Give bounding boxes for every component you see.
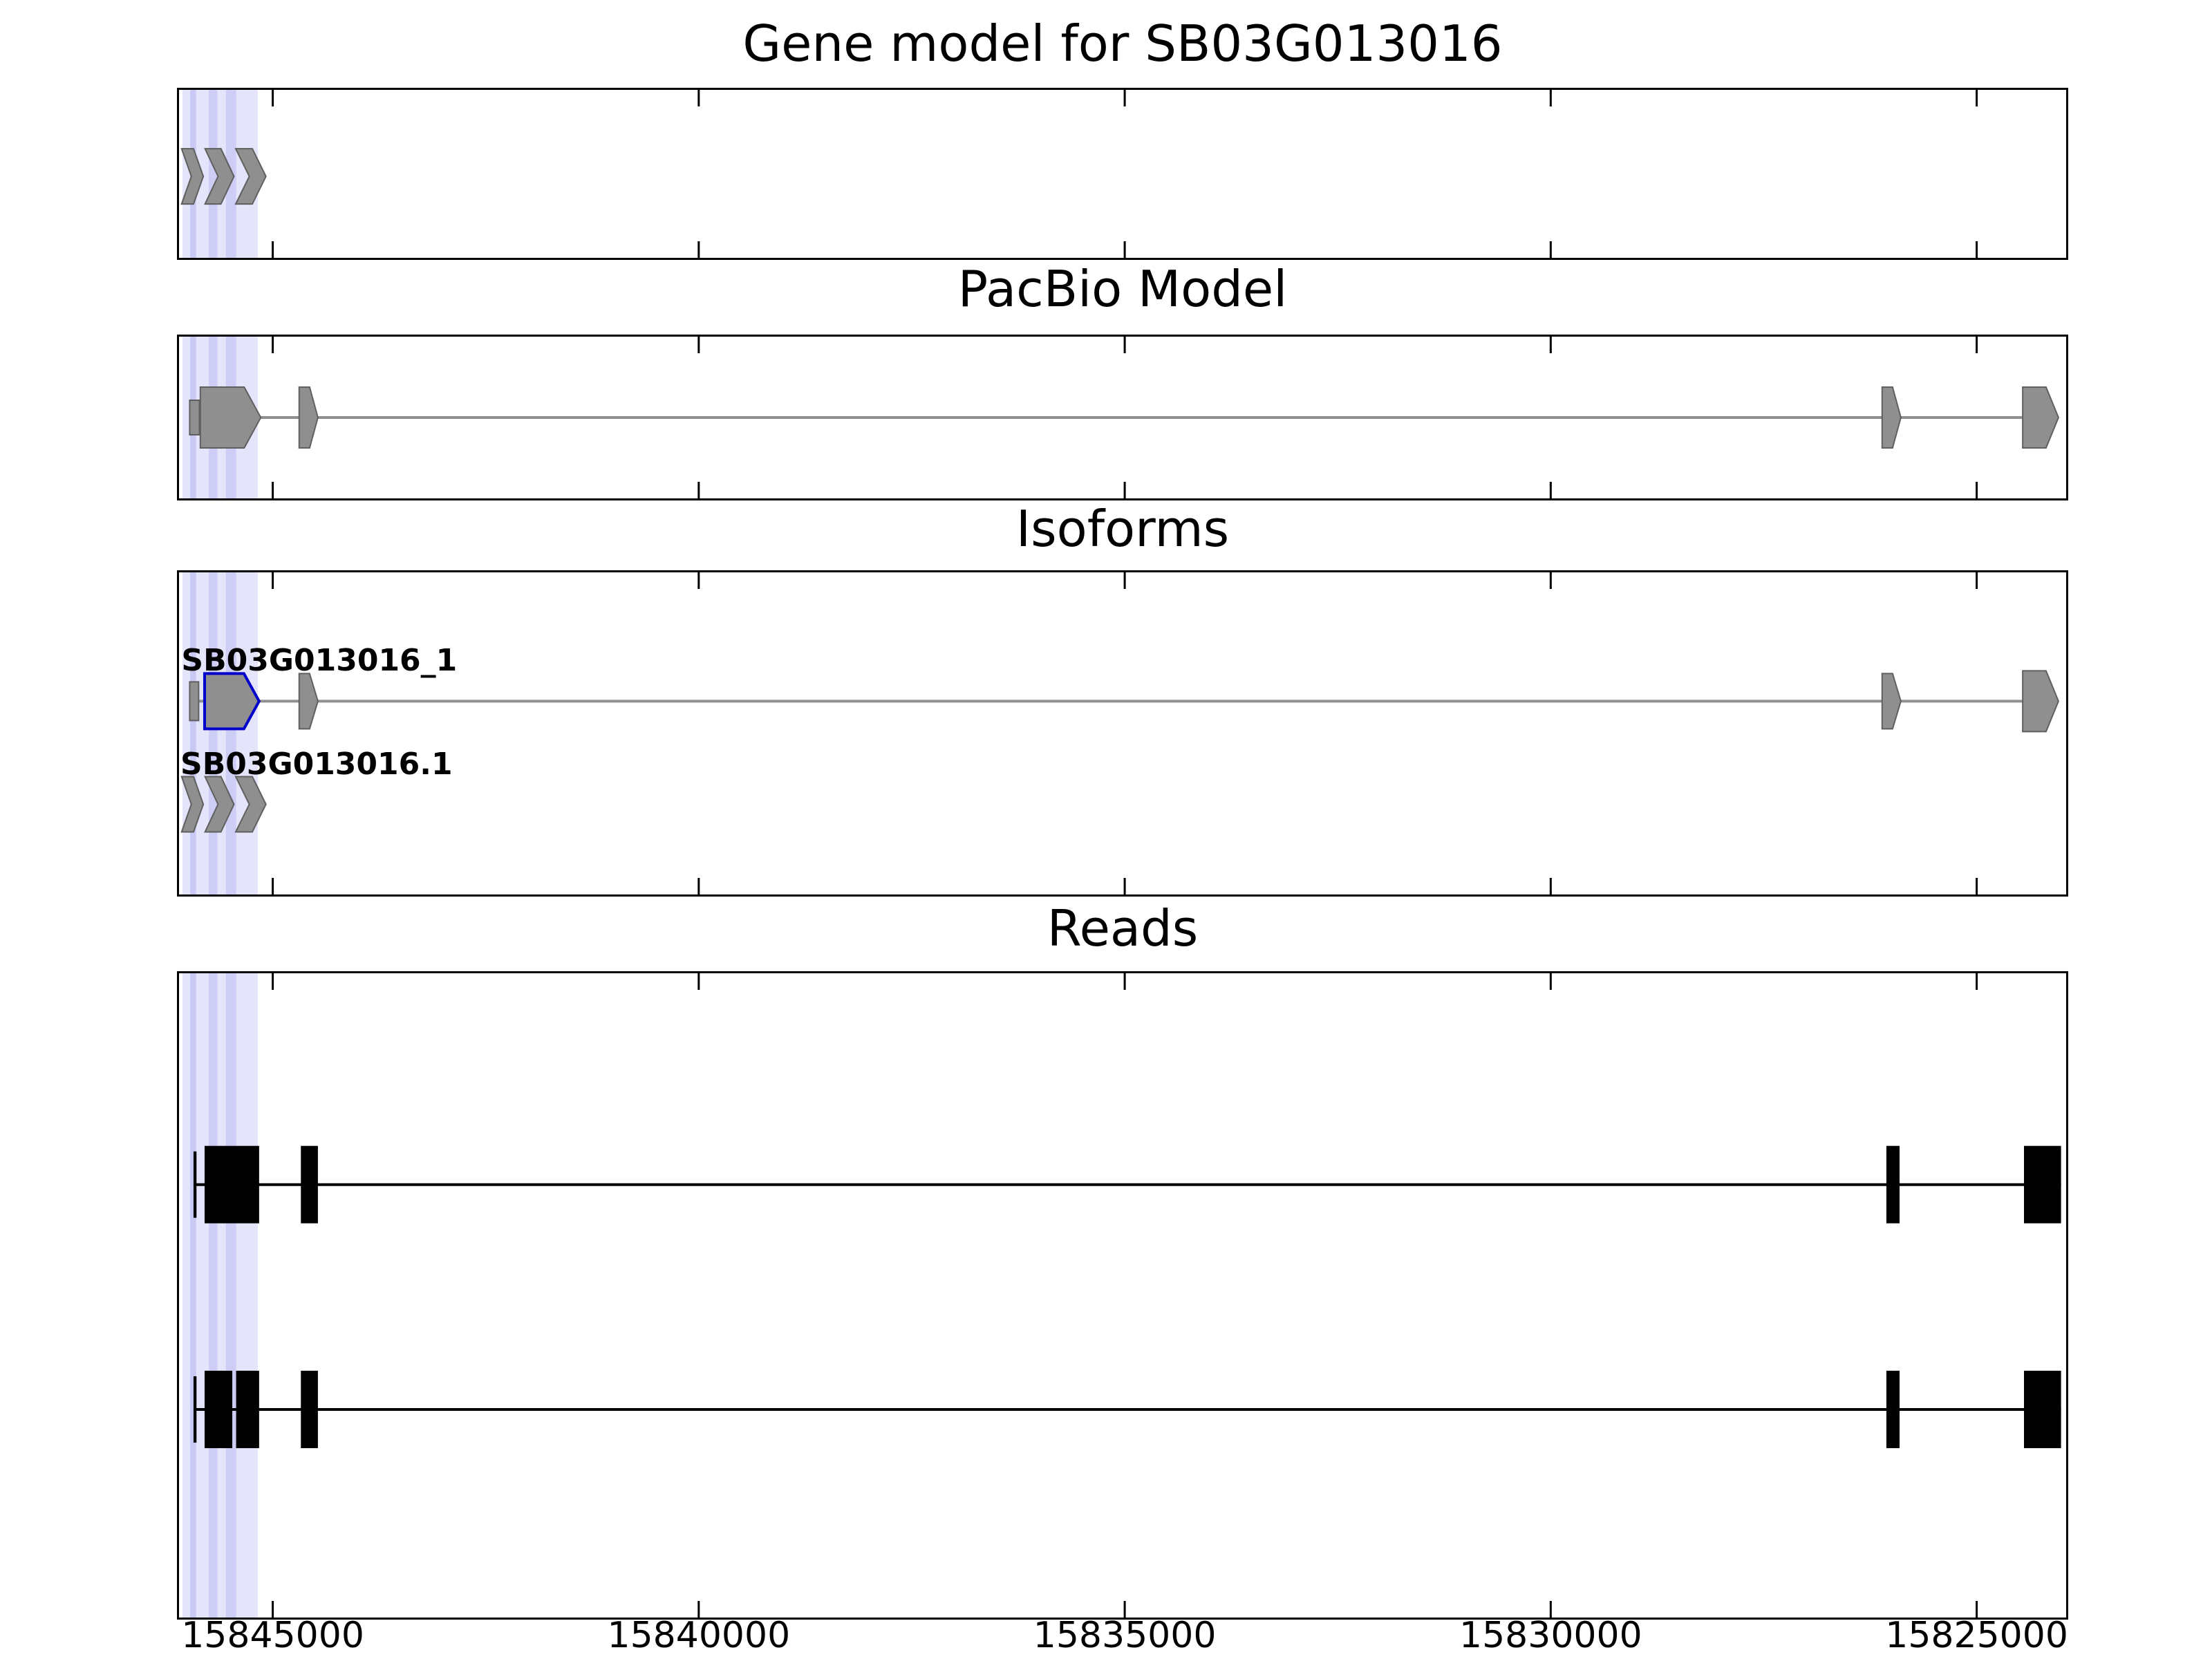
- exon-block: [1886, 1370, 1900, 1448]
- highlight-stripe: [209, 572, 218, 894]
- highlight-stripe: [190, 572, 196, 894]
- exon-arrow: [180, 776, 205, 833]
- highlight-stripe: [225, 572, 236, 894]
- exon-block: [189, 400, 200, 435]
- pacbio-panel-title: PacBio Model: [957, 260, 1288, 318]
- panel-gene-model: [177, 88, 2068, 260]
- exon-block: [301, 1145, 318, 1224]
- exon-block: [204, 1370, 233, 1448]
- isoform-label: SB03G013016.1: [180, 746, 453, 782]
- reads-panel-title: Reads: [1047, 899, 1199, 957]
- exon-arrow: [203, 672, 261, 731]
- exon-arrow: [180, 148, 205, 205]
- exon-block: [189, 681, 200, 722]
- exon-block: [193, 1376, 197, 1443]
- exon-block: [2023, 1370, 2061, 1448]
- highlight-stripe: [209, 973, 218, 1618]
- isoforms-panel-title: Isoforms: [1015, 500, 1230, 558]
- exon-arrow: [234, 776, 267, 833]
- exon-arrow: [199, 386, 262, 449]
- panel-pacbio-model: [177, 335, 2068, 500]
- x-axis-tick-label: 15825000: [1885, 1615, 2068, 1656]
- x-axis-tick-label: 15840000: [607, 1615, 791, 1656]
- exon-block: [236, 1370, 259, 1448]
- exon-arrow: [298, 673, 319, 730]
- exon-arrow: [298, 386, 319, 449]
- exon-arrow: [1881, 386, 1902, 449]
- highlight-stripe: [225, 973, 236, 1618]
- highlight-stripe: [190, 973, 196, 1618]
- exon-arrow: [204, 148, 235, 205]
- x-axis-tick-label: 15845000: [181, 1615, 364, 1656]
- exon-arrow: [204, 776, 235, 833]
- panel-isoforms: SB03G013016_1 SB03G013016.1: [177, 570, 2068, 897]
- exon-block: [1886, 1145, 1900, 1224]
- x-axis-tick-label: 15835000: [1033, 1615, 1217, 1656]
- pacbio-model-canvas: [182, 337, 2059, 498]
- exon-arrow: [2022, 386, 2059, 449]
- x-axis-tick-label: 15830000: [1459, 1615, 1642, 1656]
- exon-arrow: [1881, 673, 1902, 730]
- exon-arrow: [2022, 670, 2059, 733]
- exon-arrow: [234, 148, 267, 205]
- exon-block: [2023, 1145, 2061, 1224]
- exon-block: [193, 1151, 197, 1218]
- panel-reads: [177, 971, 2068, 1620]
- reads-canvas: [182, 973, 2061, 1618]
- figure-title: Gene model for SB03G013016: [742, 15, 1503, 73]
- isoforms-canvas: [180, 572, 2059, 894]
- exon-block: [204, 1145, 259, 1224]
- highlight-stripe: [209, 90, 218, 258]
- exon-block: [301, 1370, 318, 1448]
- gene-model-canvas: [180, 90, 1978, 258]
- isoform-label: SB03G013016_1: [181, 643, 458, 679]
